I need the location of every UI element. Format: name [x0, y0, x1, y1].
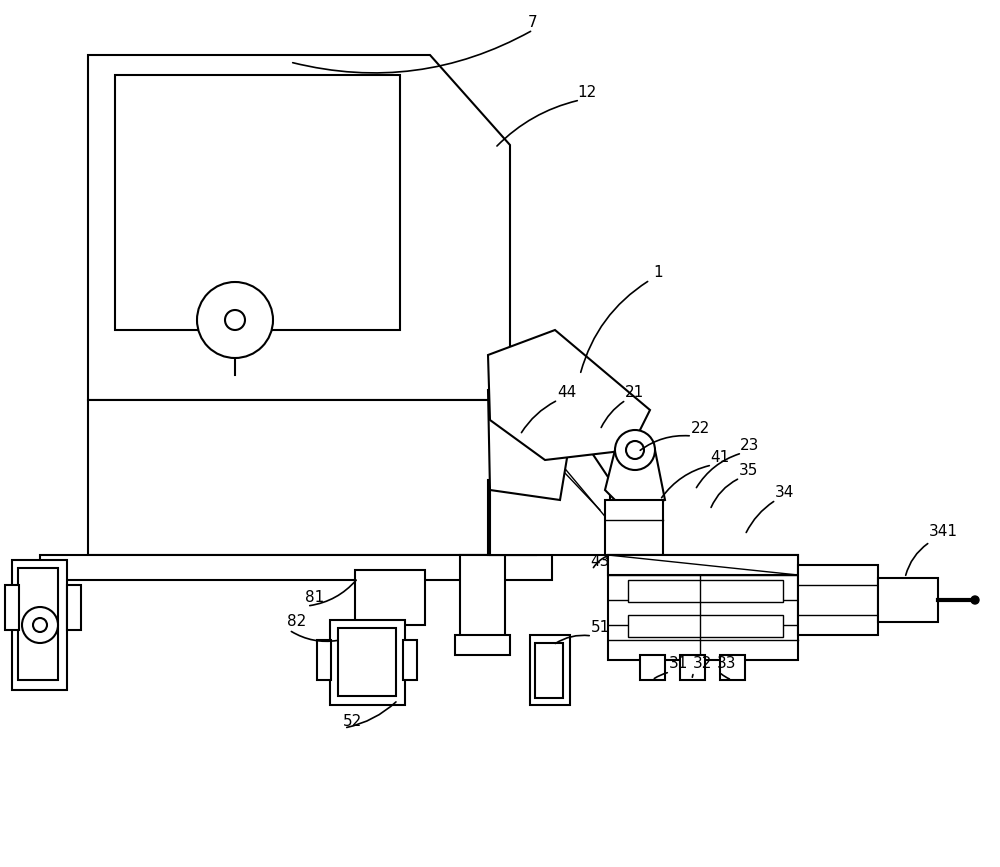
Bar — [640, 655, 665, 680]
Bar — [605, 500, 663, 555]
FancyArrowPatch shape — [746, 501, 774, 532]
Bar — [40, 555, 552, 580]
FancyArrowPatch shape — [581, 282, 648, 372]
Text: 43: 43 — [590, 555, 610, 570]
Text: 41: 41 — [710, 449, 730, 465]
FancyArrowPatch shape — [291, 631, 337, 642]
Bar — [88, 400, 510, 555]
Bar — [878, 578, 938, 622]
FancyArrowPatch shape — [906, 544, 928, 576]
FancyArrowPatch shape — [654, 673, 667, 679]
Text: 21: 21 — [624, 384, 644, 400]
FancyArrowPatch shape — [721, 674, 729, 679]
Bar — [317, 640, 331, 680]
Text: 12: 12 — [577, 84, 597, 100]
Text: 35: 35 — [738, 462, 758, 478]
Text: 51: 51 — [590, 621, 610, 636]
Polygon shape — [88, 55, 510, 400]
Text: 7: 7 — [528, 15, 538, 29]
FancyArrowPatch shape — [347, 702, 396, 727]
Bar — [460, 555, 505, 645]
Text: 341: 341 — [928, 525, 958, 539]
FancyArrowPatch shape — [497, 101, 577, 146]
Bar — [67, 585, 81, 630]
FancyArrowPatch shape — [696, 453, 739, 487]
Text: 33: 33 — [717, 656, 737, 672]
Circle shape — [22, 607, 58, 643]
Text: 34: 34 — [774, 485, 794, 499]
FancyArrowPatch shape — [310, 580, 356, 606]
Text: 1: 1 — [653, 264, 663, 279]
FancyArrowPatch shape — [293, 31, 531, 73]
Text: 32: 32 — [692, 656, 712, 672]
Circle shape — [971, 596, 979, 604]
Text: 22: 22 — [690, 420, 710, 435]
Bar — [488, 480, 536, 555]
Polygon shape — [605, 450, 665, 510]
Circle shape — [33, 618, 47, 632]
Polygon shape — [608, 555, 798, 575]
Text: 81: 81 — [305, 590, 325, 605]
Bar — [628, 580, 783, 602]
Bar — [330, 620, 405, 705]
Circle shape — [626, 441, 644, 459]
FancyArrowPatch shape — [662, 466, 709, 498]
FancyArrowPatch shape — [601, 401, 624, 427]
Text: 23: 23 — [740, 438, 760, 453]
Bar — [628, 615, 783, 637]
FancyArrowPatch shape — [555, 636, 589, 643]
FancyArrowPatch shape — [521, 401, 556, 433]
Bar — [355, 570, 425, 625]
Bar — [12, 560, 67, 690]
FancyArrowPatch shape — [711, 479, 738, 507]
Bar — [530, 635, 570, 705]
Polygon shape — [488, 330, 650, 460]
Bar — [5, 585, 19, 630]
Circle shape — [615, 430, 655, 470]
Bar — [338, 628, 396, 696]
FancyArrowPatch shape — [640, 435, 689, 450]
Text: 31: 31 — [668, 656, 688, 672]
FancyArrowPatch shape — [593, 556, 607, 568]
Bar — [455, 635, 510, 655]
Bar — [608, 555, 798, 660]
Bar — [680, 655, 705, 680]
Circle shape — [225, 310, 245, 330]
Text: 82: 82 — [287, 615, 307, 629]
Polygon shape — [488, 390, 570, 500]
Bar — [403, 640, 417, 680]
Bar — [798, 565, 878, 635]
Bar — [720, 655, 745, 680]
Text: 44: 44 — [557, 384, 577, 400]
Circle shape — [197, 282, 273, 358]
Bar — [115, 75, 400, 330]
Text: 52: 52 — [342, 714, 362, 729]
Bar — [18, 568, 58, 680]
Polygon shape — [490, 405, 610, 555]
Bar — [535, 643, 563, 698]
